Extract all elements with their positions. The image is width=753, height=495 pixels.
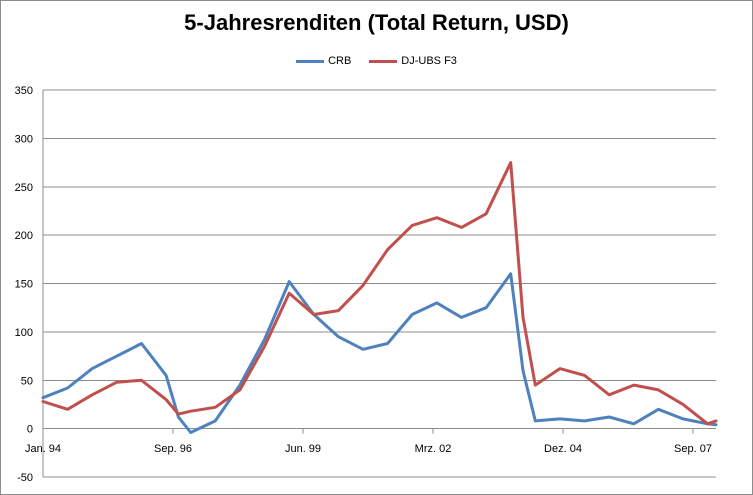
legend-entry-djubs: DJ-UBS F3 <box>369 55 457 67</box>
x-tick-label: Sep. 96 <box>154 443 192 455</box>
y-tick-label: 150 <box>15 279 33 291</box>
legend-label-djubs: DJ-UBS F3 <box>401 55 457 67</box>
legend: CRB DJ-UBS F3 <box>0 55 753 67</box>
y-tick-label: 350 <box>15 85 33 97</box>
series-line-djubs <box>41 161 718 426</box>
legend-label-crb: CRB <box>328 55 352 67</box>
x-tick-label: Dez. 04 <box>544 443 582 455</box>
series-line-crb <box>41 272 718 434</box>
legend-swatch-crb <box>296 59 325 63</box>
y-tick-label: 50 <box>21 375 33 387</box>
y-tick-label: 200 <box>15 230 33 242</box>
legend-swatch-djubs <box>369 59 398 63</box>
y-tick-label: 250 <box>15 182 33 194</box>
legend-entry-crb: CRB <box>296 55 351 67</box>
y-tick-label: 300 <box>15 133 33 145</box>
chart-title: 5-Jahresrenditen (Total Return, USD) <box>184 10 569 35</box>
x-tick-label: Jan. 94 <box>25 443 61 455</box>
x-tick-label: Jun. 99 <box>285 443 321 455</box>
y-tick-label: 100 <box>15 327 33 339</box>
x-tick-label: Mrz. 02 <box>415 443 452 455</box>
y-tick-label: 0 <box>27 424 33 436</box>
y-tick-label: -50 <box>17 472 33 484</box>
x-tick-label: Sep. 07 <box>674 443 712 455</box>
